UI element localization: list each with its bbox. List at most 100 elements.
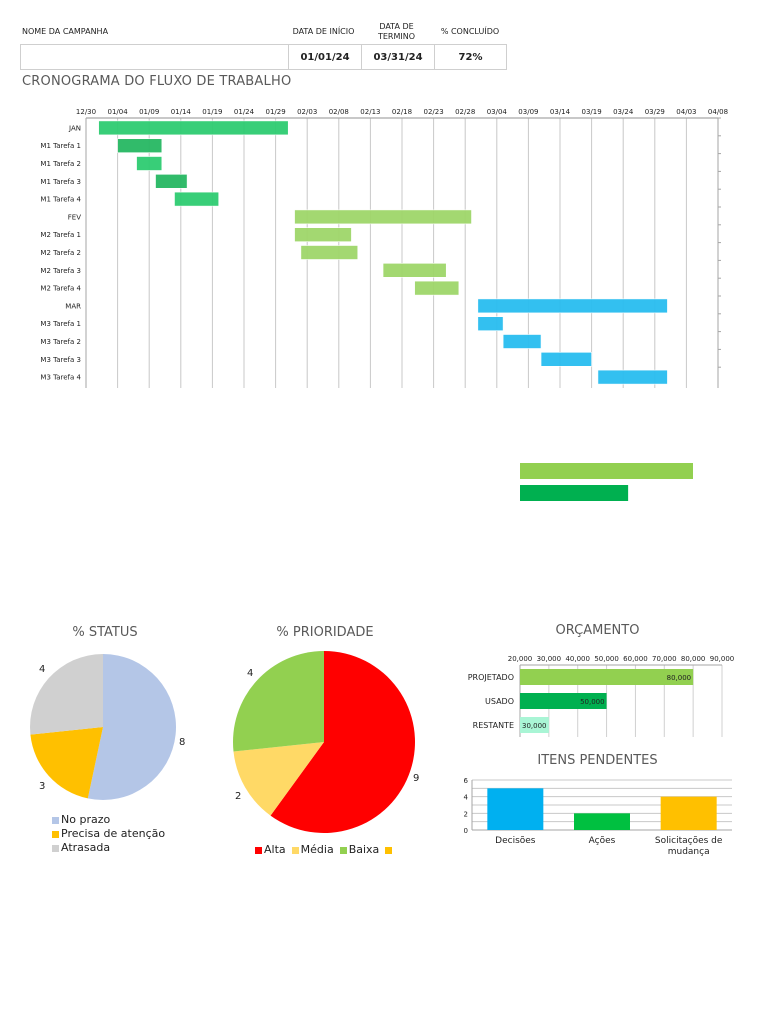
- pending-y-tick: 6: [464, 777, 469, 785]
- pie-value-label: 9: [413, 773, 419, 784]
- gantt-task-bar[interactable]: [136, 156, 163, 171]
- gantt-x-tick: 01/24: [234, 108, 255, 116]
- gantt-task-bar[interactable]: [502, 334, 542, 349]
- gantt-task-bar[interactable]: [294, 209, 472, 225]
- gantt-x-tick: 01/19: [202, 108, 222, 116]
- start-date-label: DATA DE INÍCIO: [292, 27, 355, 36]
- gantt-task-bar[interactable]: [155, 174, 188, 189]
- gantt-task-bar[interactable]: [477, 298, 668, 314]
- gantt-task-label: M2 Tarefa 1: [40, 231, 81, 239]
- start-date-value[interactable]: 01/01/24: [288, 45, 361, 69]
- pie-slice[interactable]: [29, 654, 103, 735]
- legend-label: Alta: [264, 843, 286, 856]
- gantt-x-tick: 02/13: [360, 108, 380, 116]
- gantt-x-tick: 04/03: [676, 108, 696, 116]
- status-chart-title: % STATUS: [72, 625, 138, 640]
- end-date-value[interactable]: 03/31/24: [361, 45, 434, 69]
- pending-bar[interactable]: [660, 796, 717, 830]
- legend-item: No prazo: [52, 813, 165, 827]
- legend-swatch-icon: [291, 846, 299, 854]
- percent-complete-label: % CONCLUÍDO: [440, 27, 500, 36]
- gantt-x-tick: 01/09: [139, 108, 159, 116]
- gantt-x-tick: 02/08: [329, 108, 349, 116]
- legend-item: Média: [291, 843, 334, 857]
- gantt-x-tick: 02/03: [297, 108, 317, 116]
- legend-swatch-icon: [52, 816, 59, 824]
- gantt-x-tick: 02/23: [424, 108, 444, 116]
- budget-bar[interactable]: [520, 693, 607, 709]
- pie-slice[interactable]: [30, 727, 103, 799]
- gantt-x-tick: 03/09: [518, 108, 538, 116]
- gantt-task-bar[interactable]: [117, 138, 163, 154]
- budget-bar[interactable]: [520, 717, 549, 733]
- legend-swatch-icon: [255, 846, 262, 854]
- legend-swatch-icon: [52, 844, 59, 852]
- summary-bar-projetado: [520, 463, 693, 479]
- priority-pie-chart: 9 2 4: [233, 651, 419, 833]
- legend-swatch-icon: [385, 846, 393, 854]
- gantt-task-bar[interactable]: [174, 191, 220, 207]
- budget-x-tick: 20,000: [508, 655, 533, 663]
- gantt-task-label: MAR: [65, 302, 81, 310]
- end-date-label-line1: DATA DE: [379, 22, 414, 31]
- gantt-task-label: M3 Tarefa 1: [40, 320, 81, 328]
- budget-bar[interactable]: [520, 669, 694, 685]
- legend-item: Atrasada: [52, 841, 165, 855]
- legend-item: [385, 843, 394, 857]
- gantt-task-label: M3 Tarefa 3: [40, 356, 81, 364]
- budget-data-label: 30,000: [522, 722, 547, 730]
- pending-y-tick: 0: [464, 827, 468, 835]
- budget-summary-bars: [520, 463, 693, 501]
- gantt-x-tick: 03/04: [487, 108, 508, 116]
- legend-label: No prazo: [61, 813, 111, 826]
- pie-slice[interactable]: [233, 742, 324, 816]
- budget-x-tick: 90,000: [710, 655, 735, 663]
- legend-item: Baixa: [339, 843, 380, 857]
- gantt-x-tick: 01/04: [108, 108, 129, 116]
- priority-chart-title: % PRIORIDADE: [276, 625, 374, 640]
- gantt-task-bar[interactable]: [414, 280, 460, 296]
- pie-slice[interactable]: [270, 651, 415, 833]
- gantt-task-label: M1 Tarefa 2: [40, 160, 81, 168]
- gantt-task-label: FEV: [68, 213, 81, 221]
- budget-category-label: USADO: [485, 697, 514, 706]
- budget-x-tick: 40,000: [565, 655, 590, 663]
- gantt-task-bar[interactable]: [597, 369, 668, 385]
- legend-label: Precisa de atenção: [61, 827, 166, 840]
- workflow-title: CRONOGRAMA DO FLUXO DE TRABALHO: [22, 74, 292, 89]
- budget-category-label: PROJETADO: [468, 673, 514, 682]
- budget-x-tick: 60,000: [623, 655, 648, 663]
- pie-value-label: 4: [39, 664, 45, 675]
- budget-x-tick: 50,000: [594, 655, 619, 663]
- gantt-x-tick: 01/29: [266, 108, 286, 116]
- gantt-task-bar[interactable]: [540, 352, 592, 367]
- end-date-label: DATA DE TERMINO: [360, 22, 433, 42]
- legend-label: Baixa: [348, 843, 380, 856]
- gantt-task-bar[interactable]: [382, 263, 447, 278]
- gantt-task-bar[interactable]: [477, 316, 504, 331]
- pending-category-label: mudança: [668, 847, 710, 857]
- pending-category-label: Solicitações de: [655, 836, 723, 846]
- gantt-x-tick: 04/08: [708, 108, 728, 116]
- gantt-task-bar[interactable]: [300, 245, 359, 260]
- gantt-x-tick: 02/18: [392, 108, 412, 116]
- pie-slice[interactable]: [87, 654, 177, 800]
- pending-bar[interactable]: [574, 813, 630, 830]
- gantt-task-bar[interactable]: [294, 227, 352, 242]
- percent-complete-value[interactable]: 72%: [434, 45, 506, 69]
- gantt-x-tick: 12/30: [76, 108, 96, 116]
- gantt-task-label: M2 Tarefa 2: [40, 249, 81, 257]
- budget-x-tick: 70,000: [652, 655, 677, 663]
- pending-category-label: Ações: [589, 836, 616, 846]
- budget-bar-chart: 20,000 30,000 40,000 50,000 60,000 70,000 80,0…: [468, 655, 735, 737]
- legend-label: Média: [300, 843, 334, 856]
- campaign-name-field[interactable]: [21, 45, 288, 69]
- budget-data-label: 80,000: [667, 674, 692, 682]
- pending-bar[interactable]: [487, 788, 544, 830]
- gantt-task-label: M1 Tarefa 1: [40, 142, 81, 150]
- gantt-x-tick: 01/14: [171, 108, 192, 116]
- pending-y-tick: 2: [464, 810, 468, 818]
- pie-slice[interactable]: [233, 651, 324, 752]
- gantt-task-bar[interactable]: [98, 120, 289, 136]
